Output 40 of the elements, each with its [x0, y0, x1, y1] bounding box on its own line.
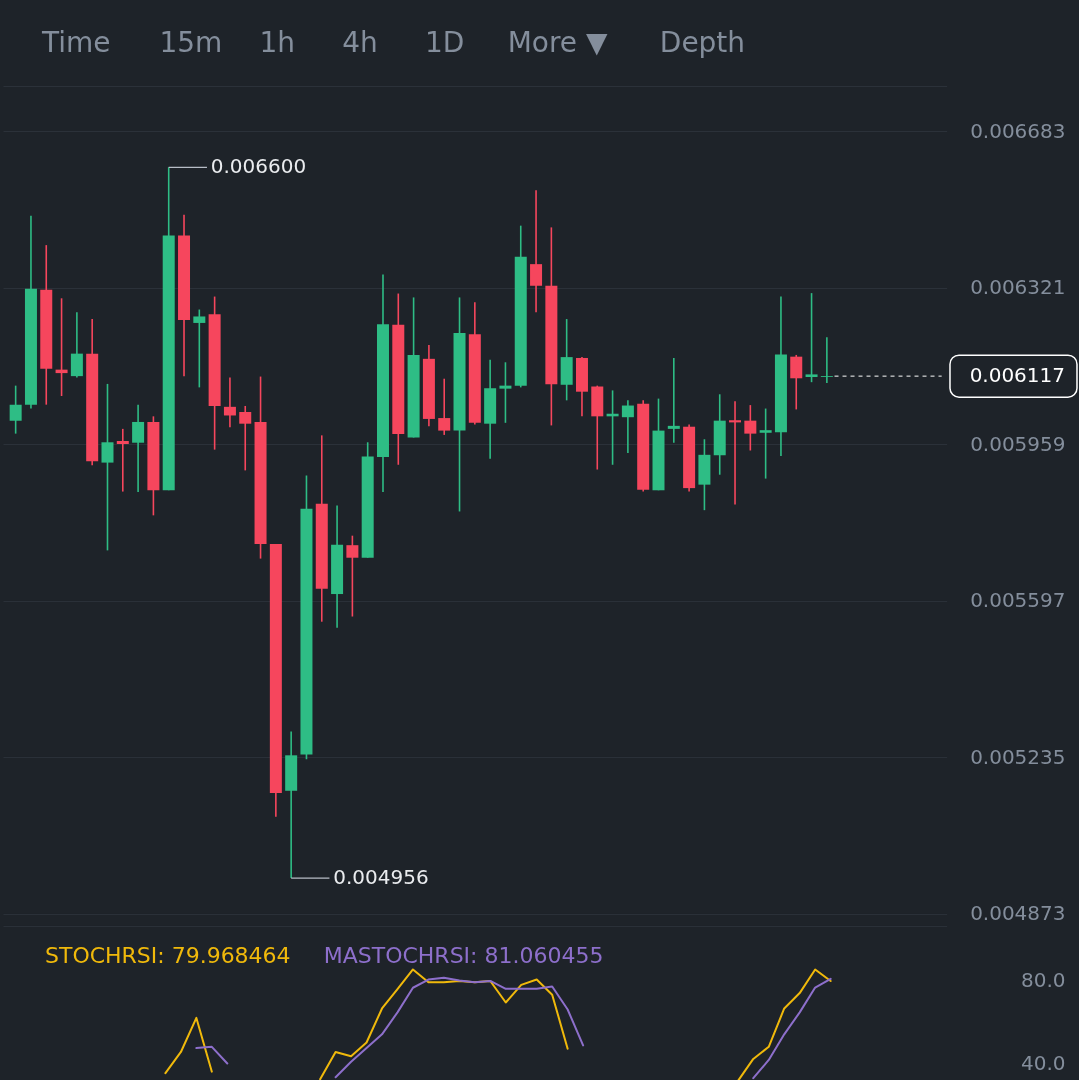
candlestick: [346, 534, 359, 618]
annotation: 0.004956: [333, 865, 429, 890]
candlestick: [70, 311, 83, 379]
candlestick: [790, 354, 803, 411]
candlestick: [9, 384, 22, 435]
y-tick-label: 0.004873: [970, 901, 1066, 926]
annotation: 0.006600: [210, 154, 307, 179]
candlestick: [101, 383, 114, 552]
candlestick: [820, 336, 833, 384]
candlestick: [132, 403, 145, 493]
y-tick-label: 0.006321: [970, 275, 1066, 300]
y-tick-label: 0.005235: [970, 744, 1066, 769]
series-label: MASTOCHRSI: 81.060455: [323, 942, 604, 968]
text: Time: [41, 26, 111, 60]
text: 4h: [342, 26, 378, 60]
y-tick-label: 0.006683: [970, 118, 1066, 143]
y-tick-label: 0.005597: [970, 588, 1066, 613]
candlestick: [759, 407, 772, 480]
candlestick: [729, 400, 742, 506]
text: Depth: [659, 26, 746, 60]
candlestick: [667, 357, 680, 444]
text: 1D: [424, 26, 465, 60]
y-tick-label: 0.005959: [970, 431, 1066, 456]
candlestick: [223, 376, 236, 428]
text: STOCHRSI: 79.968464: [45, 942, 291, 968]
y-tick-label: 40.0: [1020, 1050, 1066, 1075]
text: 1h: [259, 26, 296, 60]
y-tick-label: 80.0: [1020, 968, 1066, 993]
candlestick: [438, 377, 451, 436]
candlestick: [744, 404, 757, 452]
candlestick: [530, 189, 543, 313]
text: More ▼: [507, 26, 608, 60]
candlestick: [621, 399, 634, 454]
text: 15m: [159, 26, 223, 60]
ref-line-label: 0.006117: [969, 363, 1065, 388]
candlestick: [499, 361, 512, 424]
candlestick: [239, 405, 252, 472]
candlestick: [805, 292, 818, 383]
candlestick: [116, 428, 129, 493]
candlestick: [193, 308, 206, 389]
